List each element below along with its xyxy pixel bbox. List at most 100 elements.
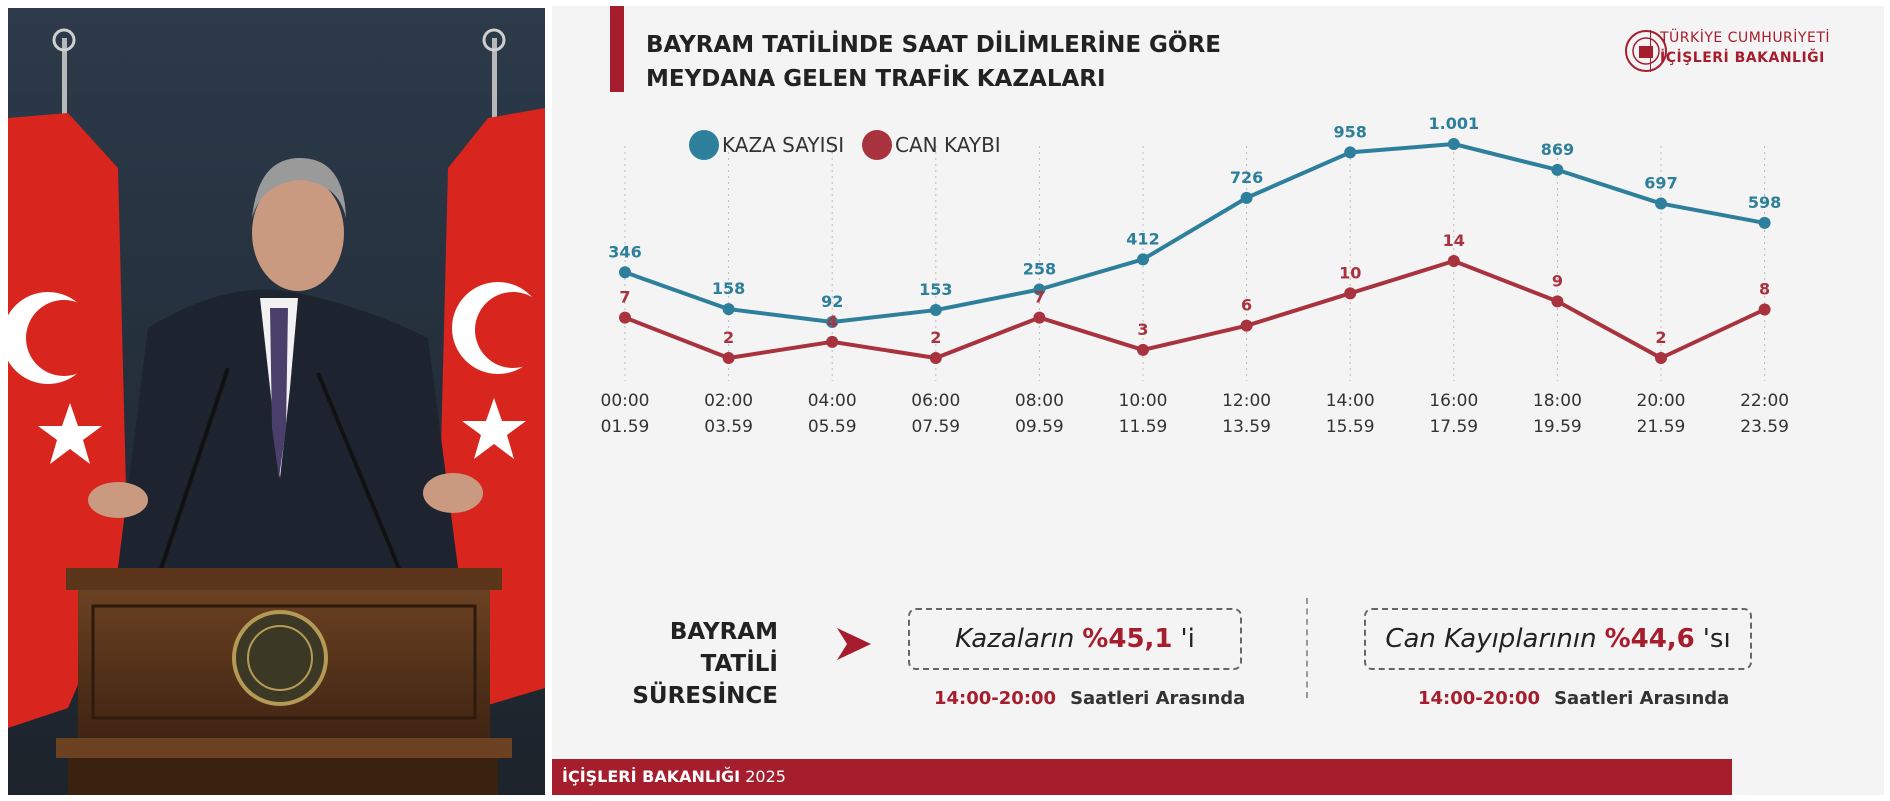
data-point <box>1447 138 1460 150</box>
data-label: 7 <box>619 288 630 307</box>
summary-label: BAYRAM TATİLİ SÜRESİNCE <box>632 619 778 709</box>
slide-footer: İÇİŞLERİ BAKANLIĞI 2025 <box>552 759 1732 795</box>
data-point <box>722 303 735 316</box>
x-tick-label-start: 22:00 <box>1740 391 1789 411</box>
x-tick-label-end: 07.59 <box>911 417 960 437</box>
x-tick-label-end: 01.59 <box>601 417 650 437</box>
data-label: 8 <box>1759 280 1770 299</box>
callout-accidents-suffix: 'i <box>1180 624 1195 654</box>
chart-legend: KAZA SAYISI CAN KAYBI <box>689 130 1001 160</box>
x-tick-label-start: 00:00 <box>601 391 650 411</box>
data-label: 258 <box>1023 259 1056 278</box>
series-line-kaza <box>624 142 1765 324</box>
callout-accidents-prefix: Kazaların <box>955 624 1075 654</box>
x-tick-label-end: 09.59 <box>1015 417 1064 437</box>
data-label: 1.001 <box>1428 114 1479 133</box>
data-point <box>826 316 839 328</box>
callout-accidents-time: 14:00-20:00 <box>934 688 1057 709</box>
x-tick-label-start: 08:00 <box>1015 391 1064 411</box>
callout-fatalities-suffix: 'sı <box>1702 624 1731 654</box>
x-tick-label-start: 04:00 <box>808 391 857 411</box>
callout-fatalities: Can Kayıplarının %44,6 'sı <box>1364 608 1752 670</box>
data-point <box>1240 319 1253 332</box>
x-tick-label-start: 18:00 <box>1533 391 1582 411</box>
callout-fatalities-note-text: Saatleri Arasında <box>1554 688 1730 709</box>
legend-marker-kaza <box>689 130 719 160</box>
x-tick-label-end: 05.59 <box>808 417 857 437</box>
series-line-can <box>624 259 1766 360</box>
data-label: 3 <box>1137 320 1148 339</box>
data-label: 4 <box>827 312 838 331</box>
slide-title: BAYRAM TATİLİNDE SAAT DİLİMLERİNE GÖRE M… <box>646 32 1221 92</box>
ministry-emblem-icon <box>1625 30 1667 72</box>
data-label: 726 <box>1230 168 1263 187</box>
data-point <box>1758 216 1771 229</box>
data-label: 92 <box>821 292 843 311</box>
data-point <box>1551 295 1564 308</box>
x-tick-label-start: 16:00 <box>1429 391 1478 411</box>
data-label: 346 <box>608 242 641 261</box>
callout-accidents-note-text: Saatleri Arasında <box>1070 688 1246 709</box>
x-tick-label-start: 12:00 <box>1222 391 1271 411</box>
footer-text: İÇİŞLERİ BAKANLIĞI 2025 <box>562 767 786 786</box>
data-point <box>929 304 942 317</box>
data-point <box>1551 163 1564 176</box>
data-point <box>1033 283 1046 296</box>
data-point <box>1240 191 1253 204</box>
callout-fatalities-value: %44,6 <box>1604 624 1695 654</box>
x-tick-label-start: 02:00 <box>704 391 753 411</box>
data-label: 2 <box>1655 328 1666 347</box>
callout-fatalities-note: 14:00-20:00 Saatleri Arasında <box>1418 688 1729 709</box>
x-tick-label-start: 10:00 <box>1119 391 1168 411</box>
summary-divider <box>1306 598 1310 698</box>
data-point <box>1758 303 1771 316</box>
footer-ministry: İÇİŞLERİ BAKANLIĞI <box>562 767 741 786</box>
x-tick-label-start: 14:00 <box>1326 391 1375 411</box>
data-label: 869 <box>1541 140 1574 159</box>
data-label: 697 <box>1644 174 1677 193</box>
data-label: 7 <box>1034 288 1045 307</box>
presentation-slide: BAYRAM TATİLİNDE SAAT DİLİMLERİNE GÖRE M… <box>552 6 1884 795</box>
x-tick-label-start: 20:00 <box>1637 391 1686 411</box>
title-accent-bar <box>610 6 624 92</box>
legend-marker-can <box>862 130 892 160</box>
data-point <box>619 311 631 324</box>
x-tick-label-start: 06:00 <box>911 391 960 411</box>
x-tick-label-end: 15.59 <box>1326 417 1375 437</box>
ministry-line1: TÜRKİYE CUMHURİYETİ <box>1660 30 1830 46</box>
data-point <box>1137 343 1149 356</box>
data-label: 10 <box>1339 263 1361 282</box>
chevron-right-icon <box>837 628 871 660</box>
legend-label-can: CAN KAYBI <box>895 133 1001 157</box>
data-point <box>929 352 942 364</box>
x-tick-label-end: 23.59 <box>1740 417 1789 437</box>
data-point <box>826 335 839 348</box>
data-label: 2 <box>930 328 941 347</box>
data-label: 412 <box>1126 229 1159 248</box>
data-point <box>1655 197 1667 210</box>
legend-label-kaza: KAZA SAYISI <box>722 133 844 157</box>
x-tick-label-end: 21.59 <box>1637 417 1686 437</box>
speaker-video-frame <box>8 8 545 795</box>
data-label: 153 <box>919 280 952 299</box>
ministry-line2: İÇİŞLERİ BAKANLIĞI <box>1660 50 1825 66</box>
data-point <box>1655 352 1667 364</box>
data-point <box>722 352 735 364</box>
data-label: 958 <box>1333 122 1366 141</box>
callout-accidents-note: 14:00-20:00 Saatleri Arasında <box>934 688 1245 709</box>
data-label: 158 <box>712 279 745 298</box>
data-label: 6 <box>1241 296 1252 315</box>
callout-accidents: Kazaların %45,1 'i <box>908 608 1242 670</box>
speaker-scene-image <box>8 8 545 795</box>
ministry-name: TÜRKİYE CUMHURİYETİ İÇİŞLERİ BAKANLIĞI <box>1660 28 1830 68</box>
data-label: 14 <box>1443 231 1465 250</box>
data-point <box>1344 146 1357 159</box>
data-point <box>1447 255 1460 267</box>
data-point <box>619 266 631 279</box>
x-tick-label-end: 03.59 <box>704 417 753 437</box>
data-label: 9 <box>1552 271 1563 290</box>
x-axis-ticks: 00:00 01.59 02:00 03.59 04:00 05.59 06:00 07.59… <box>601 391 1790 437</box>
accidents-line-chart: KAZA SAYISI CAN KAYBI 3461589215325841272… <box>601 114 1790 437</box>
data-point <box>1033 311 1046 324</box>
